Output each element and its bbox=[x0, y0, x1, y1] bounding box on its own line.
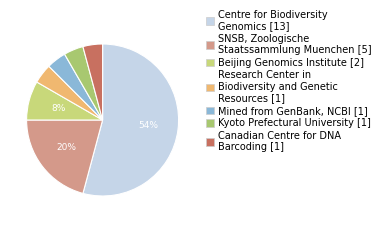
Text: 20%: 20% bbox=[56, 143, 76, 152]
Legend: Centre for Biodiversity
Genomics [13], SNSB, Zoologische
Staatssammlung Muenchen: Centre for Biodiversity Genomics [13], S… bbox=[206, 10, 372, 152]
Wedge shape bbox=[27, 120, 103, 193]
Wedge shape bbox=[27, 82, 103, 120]
Wedge shape bbox=[83, 44, 103, 120]
Wedge shape bbox=[37, 66, 103, 120]
Wedge shape bbox=[49, 54, 103, 120]
Text: 54%: 54% bbox=[138, 121, 158, 131]
Wedge shape bbox=[83, 44, 179, 196]
Text: 8%: 8% bbox=[51, 104, 66, 113]
Wedge shape bbox=[65, 47, 103, 120]
